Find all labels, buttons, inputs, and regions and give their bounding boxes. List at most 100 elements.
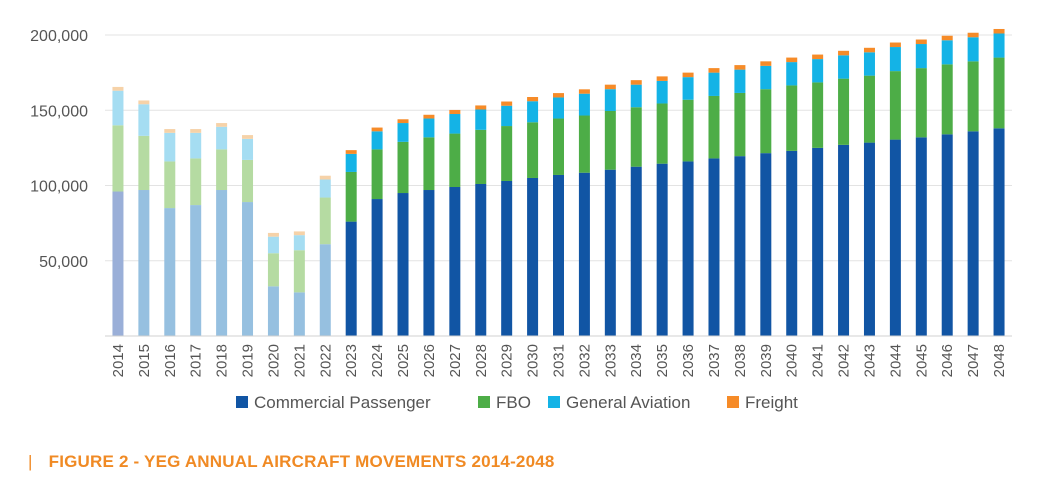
bar-segment (345, 150, 357, 154)
bar-segment (501, 105, 513, 127)
bar-segment (449, 109, 461, 115)
x-tick-label: 2030 (525, 344, 542, 377)
bar-segment (267, 236, 279, 254)
bar-segment (216, 123, 228, 127)
bar-segment (967, 61, 979, 132)
caption-marker: | (28, 452, 33, 471)
bar-segment (112, 86, 124, 91)
x-tick-label: 2014 (110, 344, 127, 377)
bar-segment (371, 127, 383, 132)
bar-segment (734, 65, 746, 70)
bar-segment (293, 250, 305, 293)
bar-segment (760, 65, 772, 90)
bar-segment (345, 153, 357, 172)
bar-segment (138, 135, 150, 191)
bar-segment (760, 89, 772, 154)
bar-segment (216, 126, 228, 150)
bar-segment (915, 39, 927, 45)
x-tick-label: 2046 (939, 344, 956, 377)
bar-segment (863, 52, 875, 76)
bar-segment (242, 202, 254, 336)
bar-segment (553, 118, 564, 175)
bar-segment (760, 61, 772, 66)
bar-segment (682, 99, 694, 162)
bar-segment (915, 44, 927, 69)
x-tick-label: 2029 (499, 344, 516, 377)
bar-segment (475, 105, 487, 110)
bar-segment (112, 191, 124, 336)
x-tick-label: 2025 (395, 344, 412, 377)
bar-segment (812, 59, 824, 83)
y-tick-label: 150,000 (30, 103, 88, 120)
bar-segment (993, 128, 1005, 336)
x-tick-label: 2026 (421, 344, 438, 377)
bar-segment (475, 183, 487, 336)
bar-segment (449, 187, 461, 336)
bar-segment (190, 132, 202, 159)
bar-segment (423, 118, 435, 138)
x-tick-label: 2020 (265, 344, 282, 377)
bar-segment (293, 235, 305, 251)
x-tick-label: 2019 (240, 344, 257, 377)
bar-segment (656, 80, 668, 104)
bar-segment (838, 55, 850, 79)
bar-segment (682, 161, 694, 336)
bar-segment (630, 84, 642, 108)
bar-segment (371, 199, 383, 336)
bar-segment (112, 125, 124, 192)
bar-segment (812, 147, 824, 336)
x-tick-label: 2027 (447, 344, 464, 377)
bar-segment (578, 89, 590, 94)
bar-segment (449, 133, 461, 188)
bar-segment (682, 72, 694, 78)
bar-segment (812, 82, 824, 148)
bar-segment (889, 47, 901, 72)
x-tick-label: 2039 (758, 344, 775, 377)
bar-segment (786, 57, 798, 63)
x-tick-label: 2028 (473, 344, 490, 377)
bar-segment (630, 166, 642, 336)
bar-segment (423, 190, 435, 336)
bar-segment (397, 119, 409, 124)
x-tick-label: 2015 (136, 344, 153, 377)
bar-segment (967, 37, 979, 62)
bar-segment (604, 169, 616, 336)
x-tick-label: 2024 (369, 344, 386, 377)
bar-segment (501, 101, 513, 106)
bar-segment (993, 57, 1005, 129)
bar-segment (423, 137, 435, 191)
bar-segment (527, 101, 539, 123)
bar-segment (242, 159, 254, 203)
x-tick-label: 2034 (628, 344, 645, 377)
bars (112, 28, 1005, 336)
bar-segment (889, 42, 901, 48)
bar-segment (475, 129, 487, 184)
bar-segment (267, 232, 279, 237)
bar-segment (293, 231, 305, 236)
x-tick-label: 2043 (861, 344, 878, 377)
bar-segment (838, 78, 850, 145)
bar-segment (190, 205, 202, 336)
x-tick-label: 2038 (732, 344, 749, 377)
x-tick-label: 2022 (317, 344, 334, 377)
bar-segment (319, 179, 331, 198)
legend-label: Freight (745, 393, 798, 412)
bar-segment (190, 158, 202, 206)
x-tick-label: 2032 (576, 344, 593, 377)
x-tick-label: 2045 (913, 344, 930, 377)
legend-swatch (548, 396, 560, 408)
bar-segment (112, 90, 124, 126)
bar-segment (630, 107, 642, 167)
bar-segment (734, 156, 746, 336)
x-tick-label: 2017 (188, 344, 205, 377)
bar-segment (578, 93, 590, 116)
bar-segment (656, 163, 668, 336)
bar-segment (164, 132, 176, 162)
legend-label: Commercial Passenger (254, 393, 431, 412)
x-tick-label: 2023 (343, 344, 360, 377)
bar-segment (164, 208, 176, 336)
bar-segment (812, 54, 824, 60)
bar-segment (501, 180, 513, 336)
bar-segment (397, 193, 409, 336)
